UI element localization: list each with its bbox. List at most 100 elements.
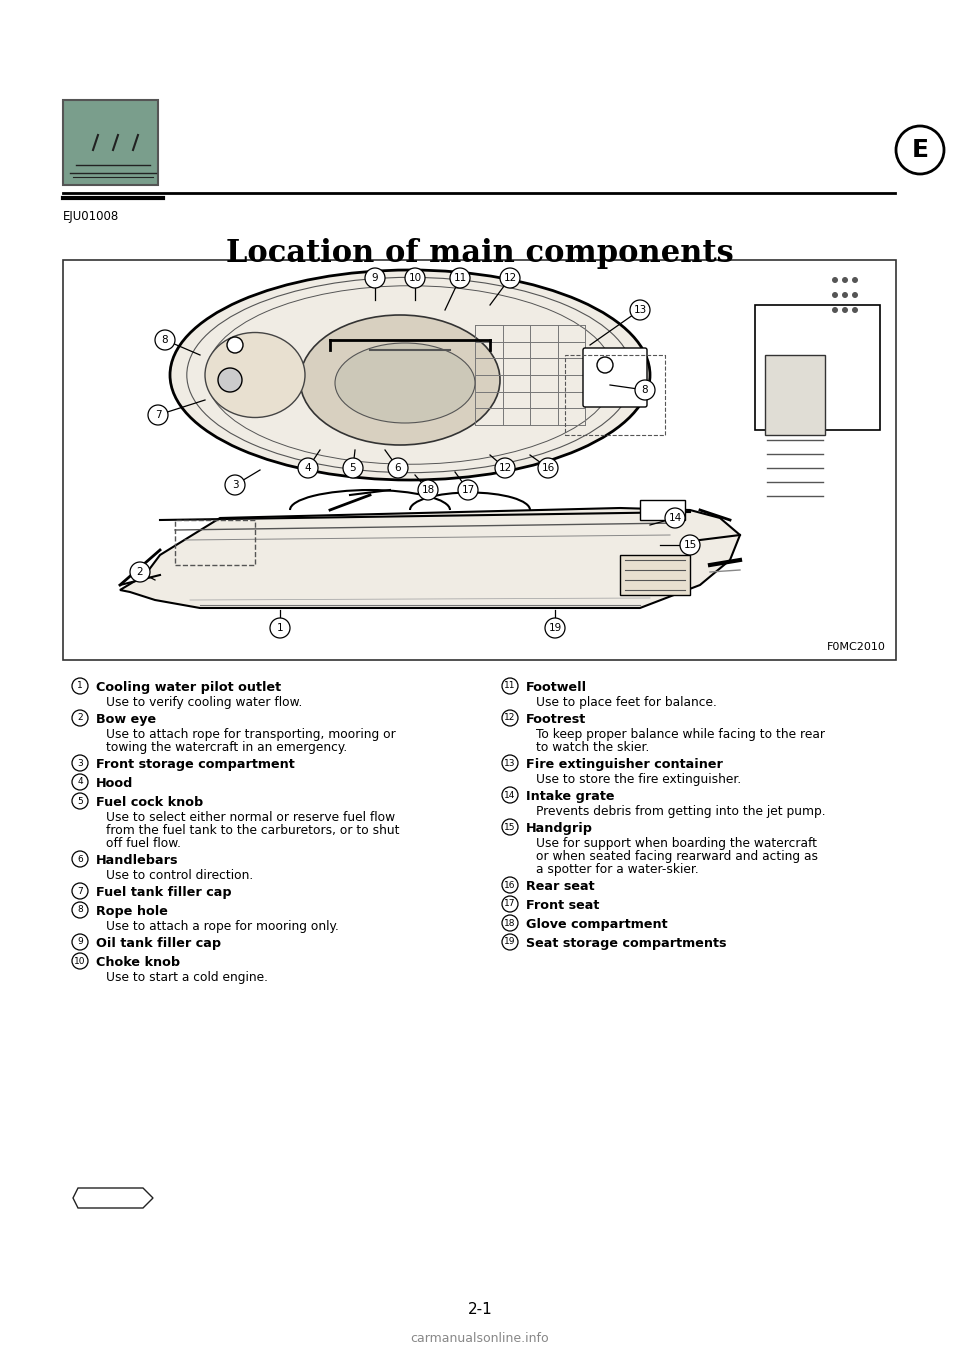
Circle shape <box>635 380 655 401</box>
Text: 12: 12 <box>503 273 516 282</box>
Polygon shape <box>73 1188 153 1209</box>
Circle shape <box>852 307 858 312</box>
Circle shape <box>502 710 518 727</box>
Circle shape <box>72 953 88 970</box>
Text: 14: 14 <box>504 790 516 800</box>
Circle shape <box>388 458 408 478</box>
Text: 14: 14 <box>668 513 682 523</box>
Text: 18: 18 <box>421 485 435 496</box>
Circle shape <box>852 277 858 282</box>
Text: 2: 2 <box>136 568 143 577</box>
Text: 19: 19 <box>504 937 516 947</box>
Text: Cooling water pilot outlet: Cooling water pilot outlet <box>96 680 281 694</box>
Circle shape <box>665 508 685 528</box>
Text: from the fuel tank to the carburetors, or to shut: from the fuel tank to the carburetors, o… <box>106 824 399 837</box>
Circle shape <box>227 337 243 353</box>
Text: 3: 3 <box>77 759 83 767</box>
Text: 1: 1 <box>77 682 83 690</box>
Circle shape <box>405 268 425 288</box>
Text: Prevents debris from getting into the jet pump.: Prevents debris from getting into the je… <box>536 805 826 818</box>
Text: 13: 13 <box>634 306 647 315</box>
Text: Fire extinguisher container: Fire extinguisher container <box>526 758 723 771</box>
Circle shape <box>72 851 88 866</box>
Circle shape <box>842 277 848 282</box>
Text: 11: 11 <box>504 682 516 690</box>
Circle shape <box>72 755 88 771</box>
Circle shape <box>832 292 838 297</box>
Text: F0MC2010: F0MC2010 <box>828 642 886 652</box>
Circle shape <box>72 902 88 918</box>
Text: To keep proper balance while facing to the rear: To keep proper balance while facing to t… <box>536 728 825 741</box>
Circle shape <box>72 678 88 694</box>
Circle shape <box>630 300 650 320</box>
Circle shape <box>852 292 858 297</box>
Circle shape <box>502 755 518 771</box>
Text: off fuel flow.: off fuel flow. <box>106 837 181 850</box>
Text: 7: 7 <box>155 410 161 420</box>
Circle shape <box>842 307 848 312</box>
Bar <box>620 555 690 595</box>
Text: 10: 10 <box>74 956 85 966</box>
Circle shape <box>502 896 518 913</box>
Text: Intake grate: Intake grate <box>526 790 614 803</box>
Text: Rope hole: Rope hole <box>96 904 168 918</box>
Ellipse shape <box>205 333 305 417</box>
Circle shape <box>130 562 150 583</box>
Text: 8: 8 <box>77 906 83 914</box>
Circle shape <box>538 458 558 478</box>
Text: a spotter for a water-skier.: a spotter for a water-skier. <box>536 862 699 876</box>
Text: Footrest: Footrest <box>526 713 587 727</box>
Circle shape <box>148 405 168 425</box>
Bar <box>755 306 880 430</box>
Ellipse shape <box>335 344 475 422</box>
Circle shape <box>597 357 613 373</box>
Text: 12: 12 <box>504 713 516 722</box>
Circle shape <box>72 934 88 951</box>
Circle shape <box>842 292 848 297</box>
Text: 16: 16 <box>504 880 516 889</box>
Circle shape <box>270 618 290 638</box>
Text: Use to attach rope for transporting, mooring or: Use to attach rope for transporting, moo… <box>106 728 396 741</box>
Text: Use to store the fire extinguisher.: Use to store the fire extinguisher. <box>536 773 741 786</box>
Circle shape <box>502 819 518 835</box>
Text: Use to verify cooling water flow.: Use to verify cooling water flow. <box>106 697 302 709</box>
Circle shape <box>72 710 88 727</box>
Circle shape <box>298 458 318 478</box>
Circle shape <box>365 268 385 288</box>
Circle shape <box>495 458 515 478</box>
Text: Rear seat: Rear seat <box>526 880 594 894</box>
Polygon shape <box>120 508 740 608</box>
Circle shape <box>155 330 175 350</box>
Circle shape <box>680 535 700 555</box>
Text: 5: 5 <box>349 463 356 473</box>
Circle shape <box>896 126 944 174</box>
Text: 2: 2 <box>77 713 83 722</box>
Text: towing the watercraft in an emergency.: towing the watercraft in an emergency. <box>106 741 348 754</box>
Text: 10: 10 <box>408 273 421 282</box>
Circle shape <box>218 368 242 392</box>
Text: Handlebars: Handlebars <box>96 854 179 866</box>
FancyBboxPatch shape <box>583 348 647 407</box>
Circle shape <box>500 268 520 288</box>
Text: 4: 4 <box>304 463 311 473</box>
Circle shape <box>545 618 565 638</box>
Circle shape <box>502 934 518 951</box>
Text: 15: 15 <box>684 540 697 550</box>
Text: 19: 19 <box>548 623 562 633</box>
Text: 5: 5 <box>77 797 83 805</box>
Circle shape <box>502 678 518 694</box>
Circle shape <box>72 883 88 899</box>
Circle shape <box>832 277 838 282</box>
Ellipse shape <box>300 315 500 445</box>
Text: Oil tank filler cap: Oil tank filler cap <box>96 937 221 951</box>
Text: 8: 8 <box>161 335 168 345</box>
Text: 7: 7 <box>77 887 83 895</box>
Ellipse shape <box>170 270 650 479</box>
Text: 6: 6 <box>395 463 401 473</box>
Circle shape <box>450 268 470 288</box>
Text: E: E <box>911 139 928 162</box>
Text: Fuel tank filler cap: Fuel tank filler cap <box>96 885 231 899</box>
Text: Location of main components: Location of main components <box>227 238 733 269</box>
Circle shape <box>225 475 245 496</box>
Text: Choke knob: Choke knob <box>96 956 180 970</box>
